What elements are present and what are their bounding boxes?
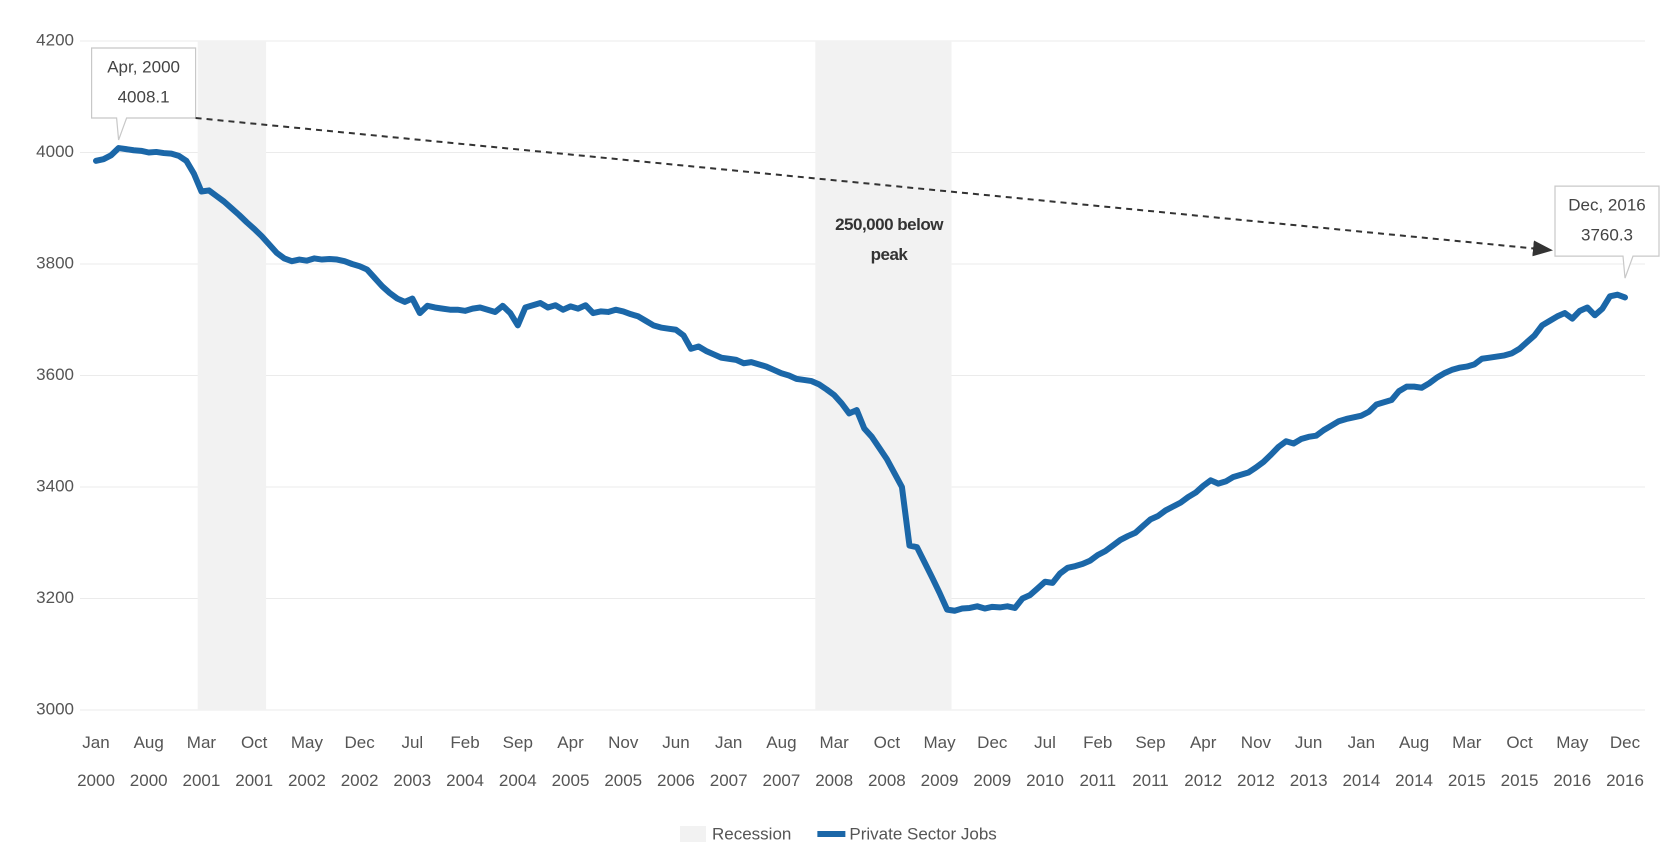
callout-label: Dec, 2016 <box>1568 196 1646 215</box>
legend-swatch <box>680 826 706 842</box>
recession-band <box>250 41 259 710</box>
recession-band <box>868 41 877 710</box>
recession-band <box>242 41 252 710</box>
recession-band <box>235 41 244 710</box>
recession-band <box>920 41 929 710</box>
recession-band <box>935 41 944 710</box>
gap-annotation: 250,000 below peak <box>835 215 943 264</box>
x-tick-label: Feb 2011 <box>1079 733 1117 790</box>
callout-box <box>90 47 197 141</box>
recession-band <box>860 41 869 710</box>
recession-band <box>883 41 892 710</box>
x-tick-label: Dec 2016 <box>1606 733 1644 790</box>
x-tick-label: Jan 2014 <box>1342 733 1381 790</box>
callout-label: Apr, 2000 <box>107 57 180 76</box>
recession-band <box>943 41 952 710</box>
recession-band <box>830 41 839 710</box>
x-tick-label: Nov 2012 <box>1237 733 1275 790</box>
callout-value: 4008.1 <box>118 87 170 106</box>
y-tick-label: 3400 <box>36 476 74 495</box>
recession-band <box>212 41 221 710</box>
recession-band <box>845 41 854 710</box>
x-tick-label: Mar 2001 <box>182 733 221 790</box>
x-tick-label: Dec 2002 <box>340 733 379 790</box>
y-tick-label: 3800 <box>36 253 74 272</box>
x-tick-label: Aug 2000 <box>129 733 168 790</box>
y-tick-label: 4000 <box>36 142 74 161</box>
y-tick-label: 4200 <box>36 30 74 49</box>
x-tick-label: Oct 2008 <box>867 733 906 790</box>
x-tick-label: Jul 2010 <box>1026 733 1064 790</box>
recession-band <box>898 41 907 710</box>
x-tick-label: Aug 2014 <box>1395 733 1433 790</box>
recession-band <box>905 41 914 710</box>
x-tick-label: Mar 2008 <box>815 733 854 790</box>
recession-band <box>227 41 236 710</box>
recession-band <box>875 41 884 710</box>
callout-box <box>1554 185 1660 279</box>
x-tick-label: Sep 2004 <box>498 733 537 790</box>
x-tick-label: Mar 2015 <box>1447 733 1486 790</box>
x-tick-label: Jun 2006 <box>657 733 695 790</box>
x-tick-label: Sep 2011 <box>1132 733 1169 790</box>
y-tick-label: 3600 <box>36 365 74 384</box>
x-tick-label: Nov 2005 <box>604 733 643 790</box>
gap-arrow <box>195 116 1553 257</box>
callout-value: 3760.3 <box>1581 226 1633 245</box>
x-tick-label: Aug 2007 <box>762 733 801 790</box>
legend-label: Private Sector Jobs <box>849 824 996 843</box>
recession-band <box>837 41 847 710</box>
recession-band <box>913 41 922 710</box>
y-tick-label: 3000 <box>36 699 74 718</box>
x-tick-label: May 2009 <box>920 733 959 790</box>
recession-band <box>928 41 937 710</box>
x-tick-label: May 2002 <box>287 733 326 790</box>
x-tick-label: Oct 2015 <box>1500 733 1539 790</box>
legend-label: Recession <box>712 824 791 843</box>
x-tick-label: May 2016 <box>1553 733 1592 790</box>
x-tick-label: Jun 2013 <box>1289 733 1328 790</box>
x-tick-label: Dec 2009 <box>973 733 1012 790</box>
recession-band <box>822 41 831 710</box>
x-tick-label: Feb 2004 <box>446 733 484 790</box>
recession-band <box>890 41 899 710</box>
recession-band <box>815 41 824 710</box>
data-line <box>93 145 1628 614</box>
x-tick-label: Oct 2001 <box>235 733 274 790</box>
recession-band <box>220 41 229 710</box>
x-tick-label: Jul 2003 <box>393 733 432 790</box>
recession-band <box>257 41 267 710</box>
recession-band <box>205 41 214 710</box>
x-tick-label: Jan 2000 <box>77 733 115 790</box>
y-tick-label: 3200 <box>36 588 74 607</box>
x-tick-label: Apr 2012 <box>1184 733 1223 790</box>
x-tick-label: Apr 2005 <box>551 733 590 790</box>
recession-band <box>852 41 862 710</box>
x-tick-label: Jan 2007 <box>709 733 748 790</box>
recession-band <box>197 41 206 710</box>
